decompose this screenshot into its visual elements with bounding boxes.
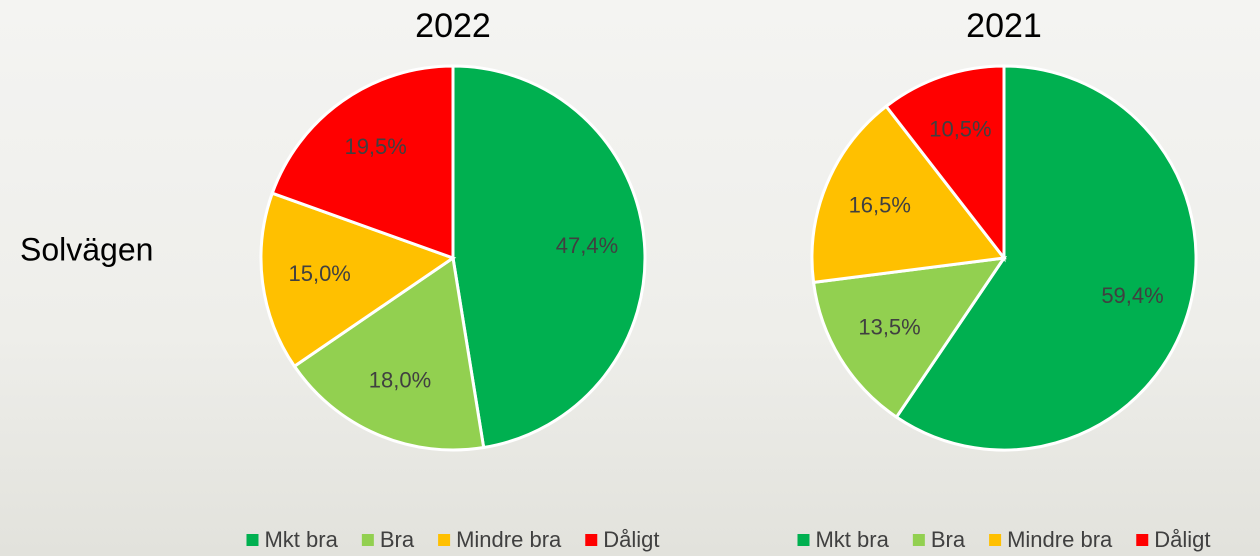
legend-label: Dåligt [1154,527,1210,552]
pie-slice [811,256,1008,420]
legend-label: Bra [931,527,966,552]
data-label: 59,4% [1101,283,1163,308]
legend-swatch [361,534,374,546]
data-label: 19,5% [344,134,406,159]
legend-swatch [989,534,1002,546]
data-label: 18,0% [369,367,431,392]
legend-label: Mkt bra [264,527,338,552]
legend-label: Dåligt [603,527,659,552]
chart-title: 2021 [966,7,1042,45]
data-label: 15,0% [288,261,350,286]
legend-swatch [1136,534,1149,546]
legend-swatch [797,534,810,546]
legend-label: Bra [380,527,415,552]
pie-slice [884,64,1006,263]
chart-title: 2022 [415,7,491,45]
legend-label: Mindre bra [1007,527,1113,552]
legend-swatch [912,534,925,546]
data-label: 13,5% [858,314,920,339]
pie-slice [270,64,455,261]
row-label: Solvägen [20,231,153,267]
data-label: 47,4% [556,233,618,258]
legend-label: Mkt bra [815,527,889,552]
pie-slice [451,64,647,450]
legend-label: Mindre bra [456,527,562,552]
data-label: 16,5% [849,193,911,218]
legend-swatch [438,534,451,546]
data-label: 10,5% [929,117,991,142]
pie-slice [292,255,486,452]
legend-swatch [585,534,598,546]
legend-swatch [246,534,259,546]
pie-slice [259,191,457,369]
pie-slice [810,104,1007,285]
pie-slice [894,64,1198,452]
